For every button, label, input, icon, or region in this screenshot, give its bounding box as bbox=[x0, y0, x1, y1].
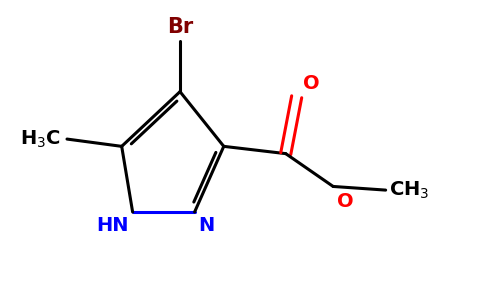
Text: O: O bbox=[337, 192, 353, 211]
Text: N: N bbox=[198, 216, 214, 235]
Text: H$_3$C: H$_3$C bbox=[20, 128, 61, 150]
Text: HN: HN bbox=[96, 216, 129, 235]
Text: Br: Br bbox=[167, 17, 193, 37]
Text: CH$_3$: CH$_3$ bbox=[389, 179, 430, 201]
Text: O: O bbox=[302, 74, 319, 93]
